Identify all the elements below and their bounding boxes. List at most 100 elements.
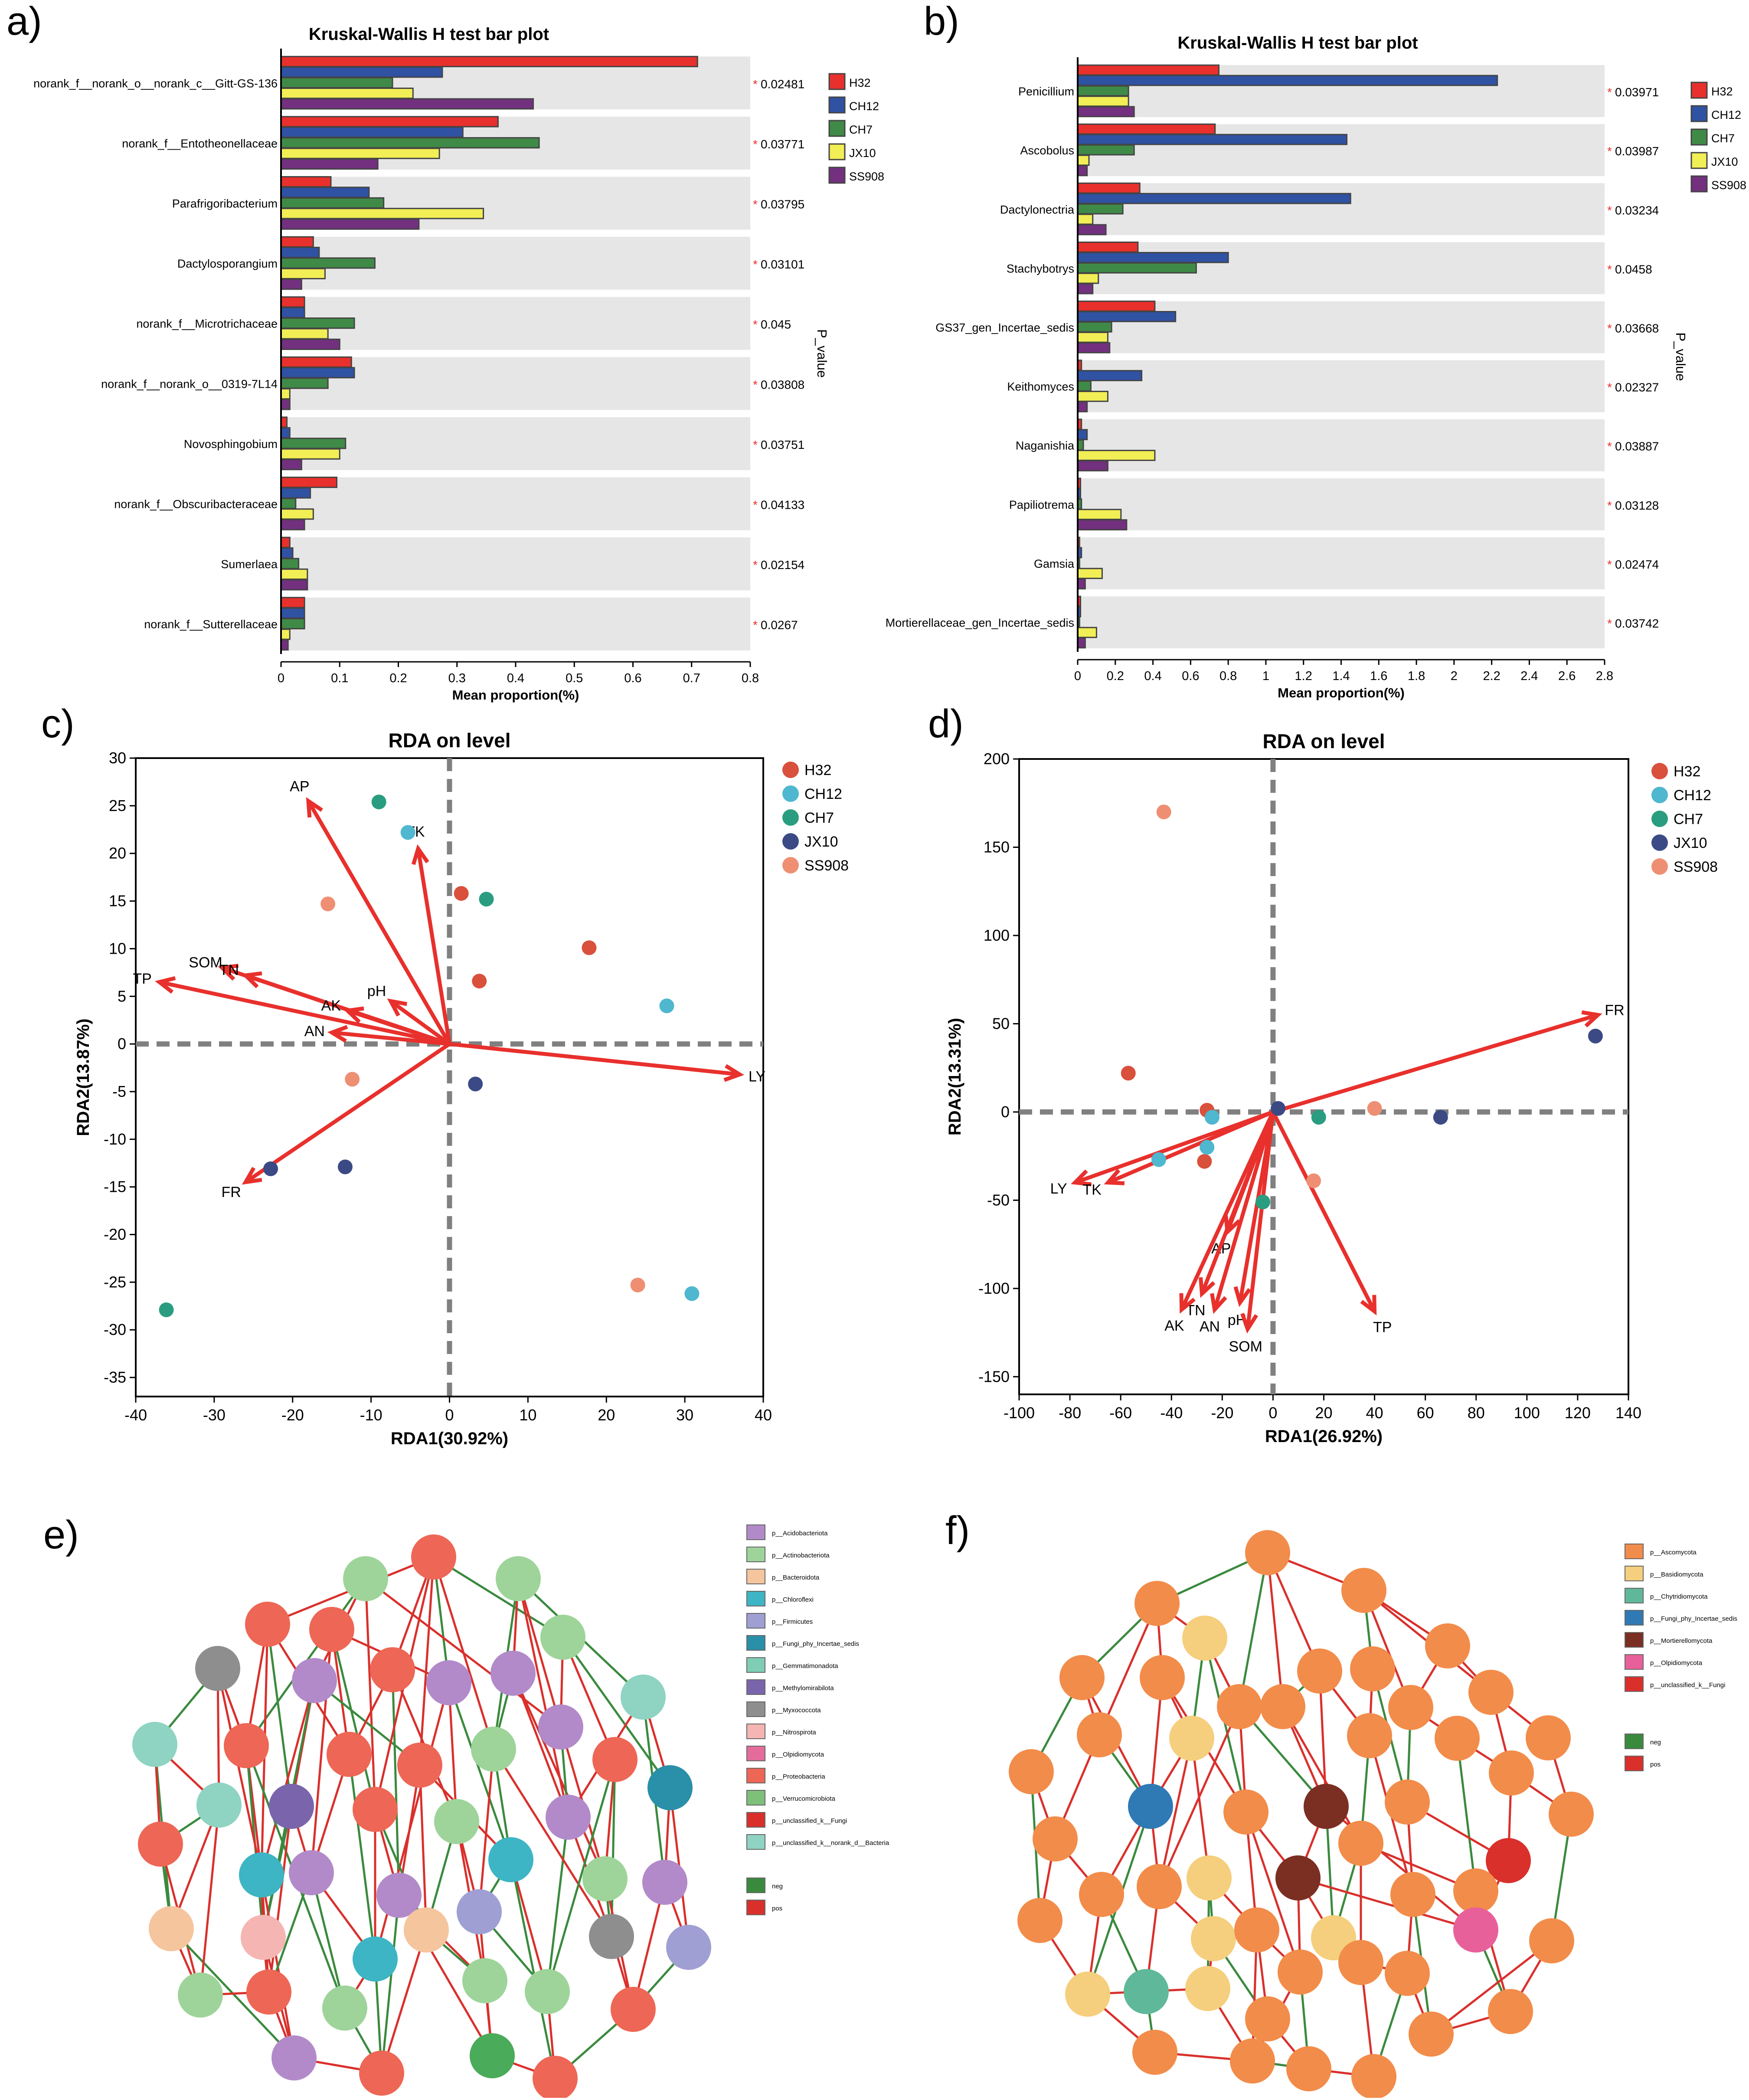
point-CH12 [400,825,415,840]
p-value-label: 0.03771 [761,137,804,151]
legend-label: p__Methylomirabilota [772,1685,834,1692]
y-tick-label: -100 [978,1279,1010,1297]
p-value-label: 0.03808 [761,378,804,391]
chart-title: RDA on level [388,729,510,752]
bar-CH12 [1077,370,1143,381]
x-tick-label: 0.4 [507,671,524,685]
network-node [1385,1951,1430,1996]
p-value-label: 0.03742 [1615,617,1659,630]
x-tick-label: 40 [755,1406,772,1424]
point-H32 [1121,1066,1136,1081]
bar-CH7 [280,197,385,209]
network-node [1059,1655,1105,1700]
network-node [533,2056,578,2100]
network-edge [216,1668,263,1875]
point-CH7 [371,795,386,810]
legend-label: p__Firmicutes [772,1618,813,1626]
legend-swatch [1625,1654,1644,1670]
network-edge [348,1754,376,1959]
network-edge [478,1749,495,1912]
network-node [309,1607,354,1652]
y-tick-label: -25 [104,1273,126,1291]
network-node [1385,1779,1430,1825]
bar-CH12 [1077,134,1348,145]
x-tick-label: 1.6 [1370,669,1387,683]
x-tick-label: 2.8 [1596,669,1613,683]
bar-H32 [280,116,499,128]
point-JX10 [1588,1028,1603,1043]
legend-label-H32: H32 [1711,85,1733,98]
network-node [1453,1907,1498,1953]
bar-JX10 [1077,95,1129,107]
row-stripe [281,417,750,470]
category-label: norank_f__Obscuribacteraceae [114,498,278,511]
bar-CH7 [280,618,305,630]
x-tick-label: 80 [1468,1404,1485,1422]
significance-star: * [1607,381,1612,394]
network-node [1128,1784,1173,1829]
y-tick-label: 20 [109,844,126,862]
arrow-SOM [1246,1112,1275,1329]
point-JX10 [1433,1110,1448,1125]
legend-label: p__Fungi_phy_Incertae_sedis [1650,1615,1737,1622]
category-label: Ascobolus [1020,144,1074,157]
y-tick-label: 100 [984,926,1010,944]
y-tick-label: 10 [109,939,126,957]
bar-CH7 [1077,380,1092,392]
x-tick-label: 0.2 [389,671,407,685]
point-H32 [1197,1154,1212,1169]
bar-SS908 [280,399,291,410]
legend-dot-H32 [782,762,799,778]
y-tick-label: 0 [1001,1103,1010,1121]
bar-JX10 [280,388,291,400]
legend-swatch-CH7 [828,120,846,137]
p-value-label: 0.03751 [761,438,804,451]
point-CH7 [159,1302,174,1318]
arrow-head [1360,1295,1377,1315]
point-CH7 [1311,1110,1326,1125]
network-node [1549,1792,1594,1837]
x-tick-label: 1.4 [1332,669,1350,683]
x-tick-label: 0.5 [566,671,583,685]
category-label: norank_f__Entotheonellaceae [122,137,278,150]
network-edge [1298,1877,1476,1931]
p-value-label: 0.0458 [1615,262,1652,276]
row-stripe [281,357,750,410]
network-node [322,1986,367,2031]
bar-SS908 [280,338,340,350]
bar-H32 [280,477,337,488]
point-CH12 [684,1286,700,1301]
panel-c-rda-plot: RDA on level -40 -30 -20 -10 0 10 20 30 40 30 25 20 1… [74,729,849,1448]
network-edge [268,1806,293,1992]
network-node [1297,1649,1342,1694]
bar-JX10 [1077,213,1094,225]
network-node [1341,1568,1386,1613]
bar-H32 [280,56,698,67]
legend-swatch [1625,1544,1644,1559]
significance-star: * [753,198,758,211]
network-node [269,1784,314,1829]
arrow-label-LY: LY [749,1069,765,1085]
category-label: Naganishia [1016,439,1075,452]
network-node [1191,1916,1236,1961]
p-value-label: 0.02154 [761,558,804,572]
arrow-head [1104,1169,1125,1185]
panel-label-d: d) [928,702,964,746]
panel-label-c: c) [41,702,75,746]
legend-swatch [746,1547,765,1562]
bar-CH7 [280,77,393,88]
point-H32 [582,940,597,955]
network-node [376,1873,422,1918]
network-node [1182,1616,1227,1661]
panel-a-bar-chart: Kruskal-Wallis H test bar plot norank_f__… [33,25,884,703]
legend-dot-CH12 [782,785,799,802]
significance-star: * [753,258,758,271]
point-CH7 [479,892,494,907]
legend-label-JX10: JX10 [849,147,876,160]
network-node [289,1850,334,1895]
point-SS908 [630,1277,645,1292]
network-node [525,1969,570,2014]
category-label: norank_f__norank_o__norank_c__Gitt-GS-13… [33,77,278,90]
network-node [1529,1918,1574,1963]
arrow-head [1179,1293,1196,1314]
